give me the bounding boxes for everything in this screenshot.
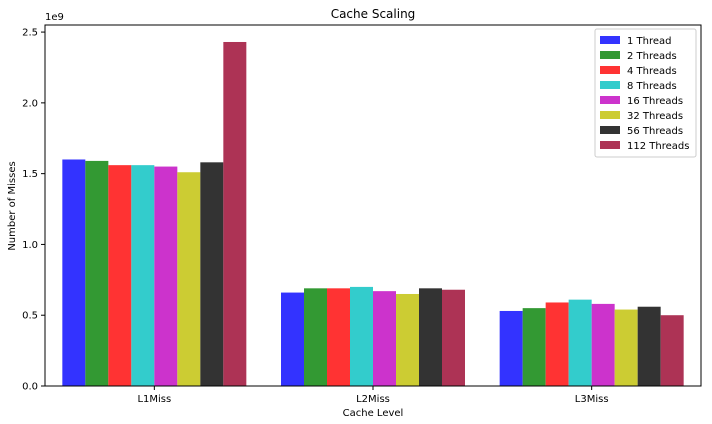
bar (350, 286, 373, 386)
bar (177, 172, 201, 386)
y-tick-label: 2.0 (22, 98, 38, 109)
bar (545, 302, 569, 386)
bar (419, 288, 442, 386)
y-tick-label: 0.0 (22, 382, 38, 393)
legend-label: 2 Threads (627, 51, 677, 62)
y-tick-label: 2.5 (22, 28, 38, 39)
legend-swatch (600, 96, 620, 104)
bar (396, 293, 419, 386)
legend-swatch (600, 111, 620, 119)
legend-swatch (600, 81, 620, 89)
x-axis-ticks: L1Miss L2Miss L3Miss (137, 386, 609, 405)
legend: 1 Thread 2 Threads 4 Threads 8 Threads 16 Th… (594, 28, 697, 158)
x-axis-label: Cache Level (343, 408, 404, 419)
legend-label: 16 Threads (627, 96, 683, 107)
y-axis-label: Number of Misses (7, 161, 18, 250)
bar (568, 299, 592, 386)
legend-label: 8 Threads (627, 81, 677, 92)
y-tick-label: 0.5 (22, 311, 38, 322)
x-tick-label: L3Miss (575, 394, 609, 405)
bar (108, 165, 132, 386)
bar (62, 159, 86, 386)
chart-title: Cache Scaling (331, 7, 416, 21)
legend-swatch (600, 141, 620, 149)
x-tick-label: L2Miss (356, 394, 390, 405)
bar (499, 310, 523, 386)
bar (591, 303, 615, 386)
legend-swatch (600, 36, 620, 44)
legend-label: 4 Threads (627, 66, 677, 77)
bars-group (62, 41, 684, 387)
plot-frame (44, 24, 702, 387)
bar (131, 165, 155, 386)
bar (522, 308, 546, 386)
bar (373, 291, 396, 386)
bar (614, 309, 638, 386)
legend-label: 112 Threads (627, 141, 689, 152)
legend-frame (594, 28, 697, 158)
bar (637, 306, 661, 386)
legend-swatch (600, 126, 620, 134)
bar (154, 166, 178, 386)
y-tick-label: 1.5 (22, 169, 38, 180)
bar (327, 288, 350, 386)
legend-label: 32 Threads (627, 111, 683, 122)
bar (200, 162, 224, 386)
y-scale-label: 1e9 (45, 12, 64, 23)
bar (442, 289, 465, 386)
legend-swatch (600, 66, 620, 74)
legend-label: 56 Threads (627, 126, 683, 137)
y-axis-ticks: 0.0 0.5 1.0 1.5 2.0 2.5 (22, 28, 45, 393)
x-tick-label: L1Miss (137, 394, 171, 405)
bar (281, 292, 304, 386)
bar (660, 315, 684, 386)
y-tick-label: 1.0 (22, 240, 38, 251)
bar (85, 160, 109, 386)
legend-swatch (600, 51, 620, 59)
bar (223, 41, 247, 387)
legend-label: 1 Thread (627, 36, 672, 47)
bar (304, 288, 327, 386)
